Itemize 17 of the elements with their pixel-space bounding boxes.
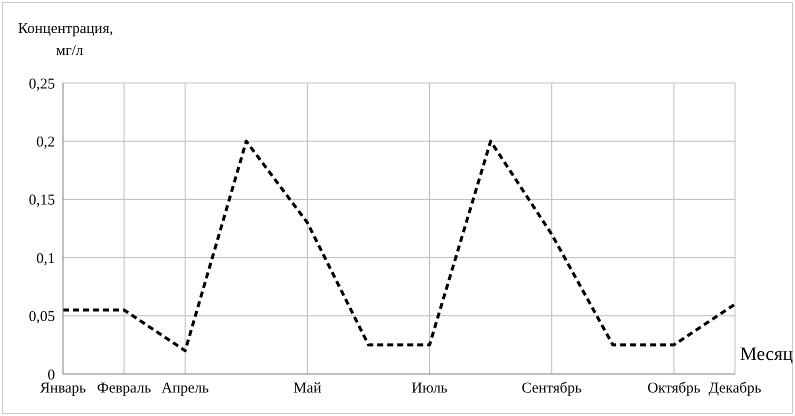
x-tick-label: Декабрь <box>708 380 762 397</box>
y-tick-label: 0 <box>48 367 55 384</box>
y-tick-label: 0,15 <box>28 192 55 209</box>
x-tick-label: Июль <box>412 380 448 397</box>
y-tick-label: 0,05 <box>28 309 55 326</box>
y-tick-label: 0,2 <box>36 134 55 151</box>
x-tick-label: Апрель <box>162 380 210 397</box>
y-tick-label: 0,25 <box>28 76 55 92</box>
x-tick-label: Январь <box>40 380 86 397</box>
line-series <box>63 140 735 352</box>
x-tick-label: Сентябрь <box>522 380 582 397</box>
y-tick-label: 0,1 <box>36 250 55 267</box>
x-tick-label: Май <box>293 380 322 397</box>
x-tick-label: Октябрь <box>647 380 701 397</box>
x-tick-label: Февраль <box>96 380 152 397</box>
x-axis-title: Месяц <box>740 344 793 366</box>
y-axis-title: Концентрация, мг/л <box>18 20 114 61</box>
